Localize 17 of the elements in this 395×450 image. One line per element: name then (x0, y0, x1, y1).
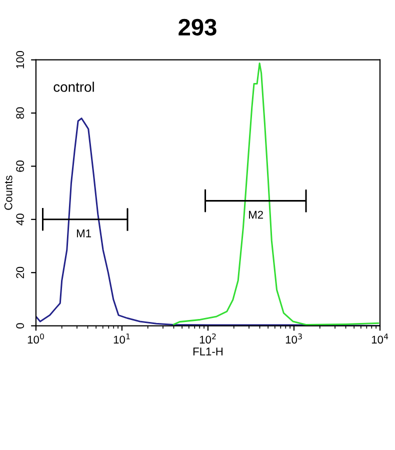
x-axis-title: FL1-H (193, 348, 222, 356)
y-tick-label: 100 (16, 51, 24, 68)
text: control (54, 82, 94, 92)
x-tick-label: 10$^{2}$ (200, 333, 216, 344)
x-tick-label: 10$^{0}$ (28, 333, 44, 344)
y-tick-label: 0 (16, 323, 24, 328)
annotation: M2 (249, 210, 263, 219)
x-tick-label: 10$^{3}$ (286, 333, 302, 344)
y-tick-label: 20 (16, 266, 24, 278)
x-tick-label: 10$^{4}$ (372, 334, 388, 344)
y-tick-label: 40 (16, 214, 24, 226)
y-tick-label: 60 (16, 160, 24, 172)
chart-title: 293 (178, 18, 216, 36)
annotation: M1 (76, 230, 91, 238)
x-tick-label: 10$^{1}$ (114, 334, 130, 344)
y-axis-title: Counts (4, 176, 12, 210)
y-tick-label: 80 (16, 107, 24, 119)
